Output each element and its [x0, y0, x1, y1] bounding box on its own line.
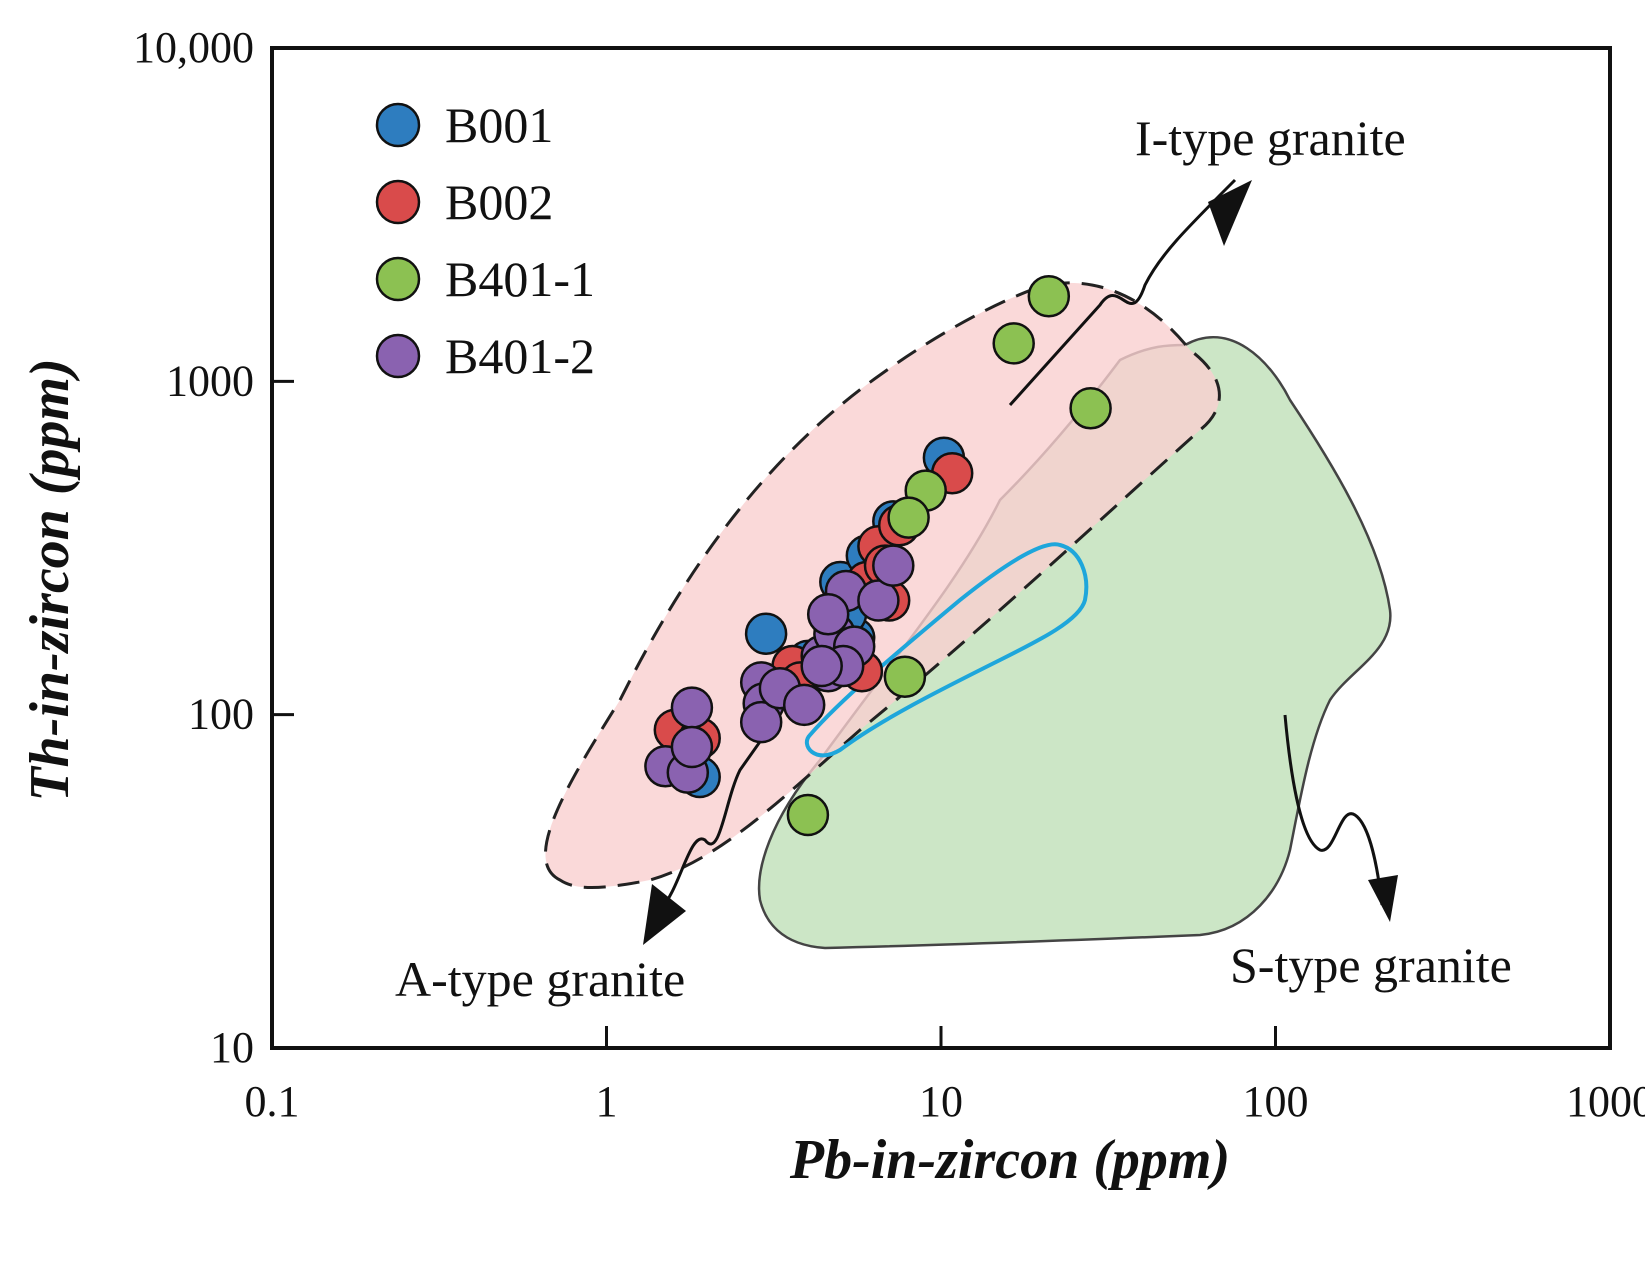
a-type-arrow: [653, 684, 802, 917]
ticks-layer: 0.1 1 10 100 1000 10 100 1000 10,000: [133, 23, 1645, 1126]
point-b401-2-15: [872, 544, 915, 587]
point-b401-1-1: [992, 322, 1035, 365]
x-tick-label-1: 1: [596, 1077, 618, 1126]
point-b401-2-13: [806, 593, 850, 636]
legend-marker-b401-2: [375, 333, 421, 379]
s-type-arrowhead: [1368, 875, 1398, 922]
point-b401-2-18: [800, 644, 843, 688]
point-b401-1-2: [1069, 387, 1112, 430]
s-type-arrow: [1283, 714, 1384, 906]
points-layer: [644, 274, 1112, 837]
legend: B001 B002 B401-1 B401-2: [375, 97, 595, 384]
a-type-label: A-type granite: [395, 951, 685, 1007]
legend-label-b401-1: B401-1: [445, 251, 595, 307]
a-type-arrowhead: [643, 884, 686, 945]
i-type-arrow: [1008, 178, 1237, 407]
point-b401-2-3: [670, 725, 714, 769]
legend-label-b001: B001: [445, 97, 553, 153]
legend-marker-b001: [375, 102, 421, 148]
x-tick-label-0: 0.1: [245, 1077, 300, 1126]
point-b401-1-4: [887, 496, 930, 539]
point-b001-0: [744, 612, 788, 655]
legend-label-b002: B002: [445, 174, 553, 230]
i-type-label: I-type granite: [1135, 110, 1406, 166]
point-b401-1-0: [1027, 274, 1071, 318]
x-tick-label-3: 100: [1243, 1077, 1309, 1126]
point-b401-2-8: [782, 683, 826, 727]
s-type-label: S-type granite: [1230, 937, 1512, 993]
annotation-arrows: [653, 178, 1384, 917]
i-type-arrowhead: [1208, 180, 1252, 246]
i-type-field: [804, 542, 1089, 758]
x-tick-label-2: 10: [919, 1077, 963, 1126]
y-tick-label-1: 100: [188, 690, 254, 739]
annotation-arrowheads: [643, 180, 1398, 945]
x-tick-label-4: 1000: [1566, 1077, 1645, 1126]
legend-marker-b401-1: [375, 256, 421, 302]
legend-marker-b002: [375, 179, 421, 225]
region-layer: [543, 281, 1392, 950]
legend-label-b401-2: B401-2: [445, 328, 595, 384]
point-b401-2-6: [739, 700, 783, 744]
y-axis-title: Th-in-zircon (ppm): [19, 358, 81, 801]
y-tick-label-0: 10: [210, 1023, 254, 1072]
point-b401-1-5: [883, 655, 927, 698]
point-b401-1-6: [786, 793, 830, 837]
y-tick-label-3: 10,000: [133, 23, 254, 72]
point-b401-2-0: [670, 686, 714, 729]
x-axis-title: Pb-in-zircon (ppm): [789, 1129, 1230, 1191]
y-tick-label-2: 1000: [166, 356, 254, 405]
